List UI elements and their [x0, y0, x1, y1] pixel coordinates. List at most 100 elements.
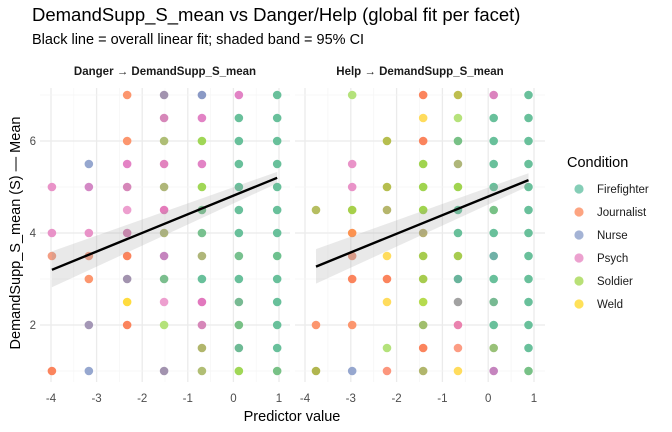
- data-point-firefighter: [272, 90, 282, 100]
- data-point-firefighter: [159, 274, 169, 284]
- data-point-firefighter: [234, 251, 244, 261]
- x-axis-title: Predictor value: [244, 409, 341, 425]
- data-point-firefighter: [272, 274, 282, 284]
- data-point-soldier: [418, 366, 428, 376]
- x-tick-label: -2: [391, 393, 401, 405]
- legend-key-journalist: [574, 207, 584, 217]
- legend-item-weld: Weld: [574, 299, 623, 311]
- data-point-firefighter: [524, 90, 533, 100]
- data-point-weld: [453, 366, 463, 376]
- data-point-firefighter: [272, 320, 282, 330]
- data-point-soldier: [197, 366, 207, 376]
- data-point-nurse: [347, 366, 357, 376]
- data-point-soldier: [159, 182, 169, 192]
- x-tick-label: -2: [137, 393, 147, 405]
- data-point-firefighter: [453, 228, 463, 238]
- data-point-psych: [122, 159, 132, 169]
- y-tick-label: 6: [30, 136, 36, 148]
- data-point-journalist: [347, 320, 357, 330]
- data-point-soldier: [418, 251, 428, 261]
- data-point-journalist: [84, 274, 94, 284]
- data-point-psych: [159, 297, 169, 307]
- data-point-journalist: [418, 136, 428, 146]
- data-point-firefighter: [524, 228, 533, 238]
- x-tick-label: -3: [346, 393, 356, 405]
- data-point-firefighter: [272, 251, 282, 261]
- data-point-psych: [159, 205, 169, 215]
- data-point-journalist: [122, 136, 132, 146]
- x-tick-label: -1: [437, 393, 447, 405]
- data-point-psych: [347, 159, 357, 169]
- facet-panel: Help → DemandSupp_S_mean -4 -3 -2 -1 0 1: [295, 66, 545, 405]
- data-point-psych: [122, 182, 132, 192]
- data-point-firefighter: [272, 205, 282, 215]
- legend-title: Condition: [567, 155, 628, 171]
- data-point-soldier: [197, 251, 207, 261]
- data-point-firefighter: [234, 159, 244, 169]
- data-point-soldier: [418, 182, 428, 192]
- fit-line: [315, 178, 529, 268]
- data-point-psych: [489, 90, 498, 100]
- y-tick-label: 4: [30, 228, 37, 240]
- points: [47, 90, 282, 376]
- data-point-firefighter: [234, 113, 244, 123]
- data-point-firefighter: [524, 274, 533, 284]
- data-point-nurse: [159, 366, 169, 376]
- data-point-nurse: [453, 297, 463, 307]
- data-point-firefighter: [489, 251, 498, 261]
- legend-key-weld: [574, 299, 584, 309]
- data-point-soldier: [382, 343, 392, 353]
- data-point-psych: [234, 90, 244, 100]
- data-point-journalist: [122, 320, 132, 330]
- x-tick-label: 0: [485, 393, 491, 405]
- data-point-firefighter: [453, 136, 463, 146]
- data-point-firefighter: [234, 182, 244, 192]
- data-point-journalist: [453, 343, 463, 353]
- data-point-firefighter: [489, 274, 498, 284]
- y-axis-title: DemandSupp_S_mean (S) — Mean: [8, 117, 24, 350]
- data-point-psych: [47, 182, 57, 192]
- data-point-firefighter: [524, 136, 533, 146]
- data-point-firefighter: [197, 228, 207, 238]
- data-point-journalist: [47, 366, 57, 376]
- data-point-firefighter: [272, 343, 282, 353]
- legend-label: Weld: [597, 299, 623, 311]
- data-point-soldier: [382, 136, 392, 146]
- data-point-weld: [382, 297, 392, 307]
- legend-label: Firefighter: [597, 184, 649, 196]
- data-point-psych: [84, 182, 94, 192]
- facets: Danger → DemandSupp_S_mean -4 -3 -2 -1 0 1 2 4 6 H…: [30, 66, 545, 405]
- data-point-firefighter: [272, 228, 282, 238]
- legend-label: Psych: [597, 253, 628, 265]
- data-point-firefighter: [234, 274, 244, 284]
- data-point-soldier: [382, 205, 392, 215]
- data-point-journalist: [122, 90, 132, 100]
- data-point-soldier: [418, 205, 428, 215]
- data-point-psych: [197, 159, 207, 169]
- data-point-soldier: [418, 159, 428, 169]
- data-point-soldier: [347, 205, 357, 215]
- data-point-soldier: [311, 205, 321, 215]
- data-point-nurse: [84, 320, 94, 330]
- data-point-firefighter: [489, 136, 498, 146]
- data-point-soldier: [347, 90, 357, 100]
- data-point-weld: [122, 297, 132, 307]
- data-point-soldier: [418, 228, 428, 238]
- data-point-soldier: [453, 159, 463, 169]
- points: [311, 90, 533, 376]
- data-point-soldier: [311, 366, 321, 376]
- legend-item-soldier: Soldier: [574, 276, 633, 288]
- legend-label: Journalist: [597, 207, 647, 219]
- legend-key-firefighter: [574, 184, 584, 194]
- data-point-journalist: [418, 343, 428, 353]
- legend-label: Soldier: [597, 276, 633, 288]
- data-point-firefighter: [524, 113, 533, 123]
- data-point-nurse: [84, 159, 94, 169]
- data-point-soldier: [197, 343, 207, 353]
- legend-item-firefighter: Firefighter: [574, 184, 649, 196]
- data-point-soldier: [453, 90, 463, 100]
- data-point-firefighter: [489, 113, 498, 123]
- facet-panel: Danger → DemandSupp_S_mean -4 -3 -2 -1 0 1 2 4 6: [30, 66, 290, 405]
- data-point-soldier: [197, 182, 207, 192]
- data-point-firefighter: [272, 366, 282, 376]
